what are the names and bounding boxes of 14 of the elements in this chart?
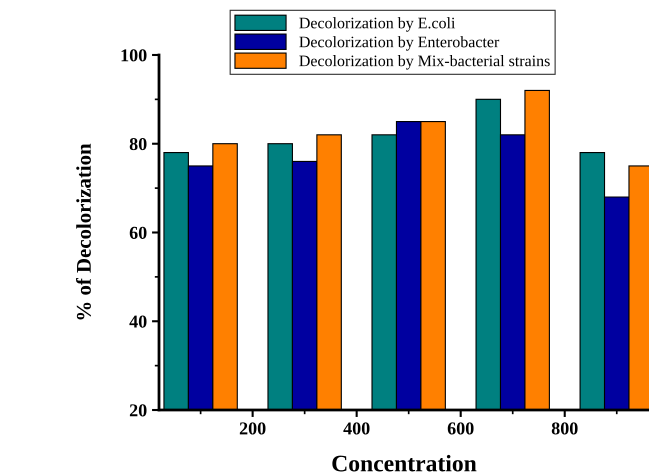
x-tick-label: 400 bbox=[343, 422, 370, 435]
y-tick-label: 20 bbox=[130, 404, 147, 416]
x-tick-label: 800 bbox=[552, 422, 578, 435]
y-tick-label: 40 bbox=[129, 316, 147, 328]
y-axis-title: % of Decolorization bbox=[76, 144, 91, 320]
x-tick-label: 600 bbox=[448, 422, 474, 435]
legend-label: Decolorization by Mix-bacterial strains bbox=[299, 55, 550, 70]
legend-label: Decolorization by E.coli bbox=[299, 17, 456, 32]
y-tick-label: 100 bbox=[122, 49, 147, 62]
x-tick-label: 200 bbox=[240, 422, 266, 435]
x-axis-title: Concentration bbox=[332, 454, 476, 472]
legend-label: Decolorization by Enterobacter bbox=[299, 36, 500, 51]
y-tick-label: 80 bbox=[130, 138, 147, 150]
y-tick-label: 60 bbox=[130, 226, 147, 239]
